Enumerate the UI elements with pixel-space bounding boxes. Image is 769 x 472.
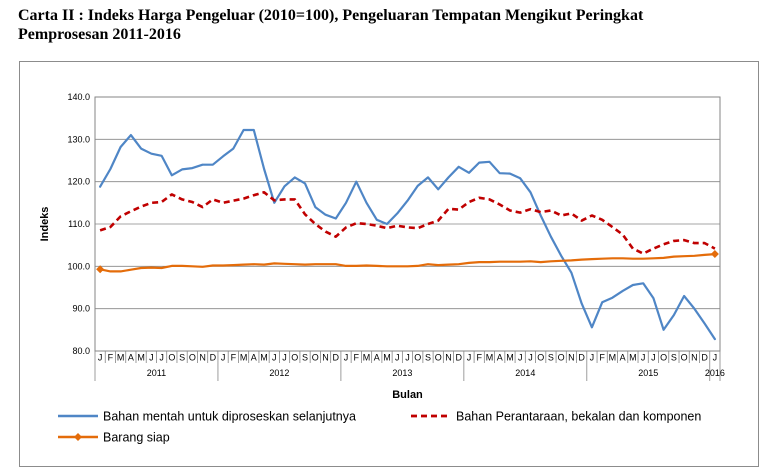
chart-title-line-2: Pemprosesan 2011-2016 — [18, 26, 181, 43]
y-tick-label: 140.0 — [67, 92, 90, 102]
x-tick-label: J — [149, 353, 154, 363]
x-tick-label: O — [414, 353, 421, 363]
x-tick-label: J — [282, 353, 287, 363]
x-tick-label: J — [590, 353, 595, 363]
x-tick-label: J — [98, 353, 103, 363]
x-tick-label: D — [455, 353, 462, 363]
x-tick-label: A — [497, 353, 503, 363]
x-tick-label: J — [528, 353, 533, 363]
y-axis-title: Indeks — [39, 207, 51, 242]
x-tick-label: N — [322, 353, 329, 363]
x-tick-label: J — [713, 353, 718, 363]
x-tick-label: A — [620, 353, 626, 363]
x-tick-label: N — [691, 353, 698, 363]
x-tick-label: D — [578, 353, 585, 363]
x-tick-label: F — [476, 353, 482, 363]
x-tick-label: S — [671, 353, 677, 363]
series-line-1 — [98, 128, 717, 341]
x-tick-label: O — [168, 353, 175, 363]
x-tick-label: M — [137, 353, 145, 363]
year-label: 2011 — [147, 368, 166, 378]
x-tick-label: J — [344, 353, 349, 363]
x-tick-label: M — [117, 353, 125, 363]
x-tick-label: J — [395, 353, 400, 363]
x-tick-label: J — [405, 353, 410, 363]
x-tick-label: N — [199, 353, 206, 363]
x-tick-label: O — [189, 353, 196, 363]
year-label: 2014 — [515, 368, 535, 378]
year-label: 2013 — [392, 368, 412, 378]
chart-title: Carta II : Indeks Harga Pengeluar (2010=… — [18, 6, 758, 44]
x-tick-label: F — [231, 353, 237, 363]
x-tick-label: S — [302, 353, 308, 363]
x-tick-label: A — [128, 353, 134, 363]
year-label: 2012 — [269, 368, 289, 378]
y-tick-label: 120.0 — [67, 177, 90, 187]
x-tick-label: O — [435, 353, 442, 363]
x-tick-label: F — [108, 353, 114, 363]
x-tick-label: M — [363, 353, 371, 363]
x-tick-label: A — [374, 353, 380, 363]
x-tick-label: M — [506, 353, 514, 363]
series-line-3 — [98, 253, 717, 273]
y-tick-label: 130.0 — [67, 134, 90, 144]
x-tick-label: O — [660, 353, 667, 363]
x-tick-label: M — [240, 353, 248, 363]
x-tick-label: D — [333, 353, 340, 363]
y-tick-label: 90.0 — [72, 304, 90, 314]
x-tick-label: M — [629, 353, 637, 363]
legend-label-1: Bahan mentah untuk diproseskan selanjutn… — [103, 410, 356, 424]
year-label: 2016 — [705, 368, 725, 378]
x-tick-label: M — [486, 353, 494, 363]
year-label: 2015 — [638, 368, 658, 378]
x-tick-label: J — [467, 353, 472, 363]
x-tick-label: A — [251, 353, 257, 363]
x-tick-label: F — [599, 353, 605, 363]
series-marker — [710, 250, 719, 259]
x-tick-label: J — [159, 353, 164, 363]
x-tick-label: J — [641, 353, 646, 363]
x-tick-label: S — [548, 353, 554, 363]
series-marker — [96, 265, 105, 274]
x-tick-label: O — [312, 353, 319, 363]
x-tick-label: M — [609, 353, 617, 363]
x-axis-title: Bulan — [392, 389, 423, 401]
y-tick-label: 80.0 — [72, 346, 90, 356]
y-tick-label: 100.0 — [67, 261, 90, 271]
x-tick-label: M — [260, 353, 268, 363]
x-tick-label: J — [221, 353, 226, 363]
legend-label-3: Barang siap — [103, 431, 170, 445]
x-tick-label: N — [445, 353, 452, 363]
x-tick-label: S — [179, 353, 185, 363]
chart-frame — [19, 61, 759, 467]
x-tick-label: J — [651, 353, 656, 363]
x-tick-label: O — [537, 353, 544, 363]
x-tick-label: O — [291, 353, 298, 363]
x-tick-label: O — [558, 353, 565, 363]
x-tick-label: O — [681, 353, 688, 363]
legend-marker — [74, 433, 82, 441]
x-tick-label: J — [272, 353, 277, 363]
x-tick-label: F — [354, 353, 360, 363]
x-tick-label: D — [210, 353, 217, 363]
x-tick-label: M — [383, 353, 391, 363]
x-tick-label: N — [568, 353, 575, 363]
legend-label-2: Bahan Perantaraan, bekalan dan komponen — [456, 410, 701, 424]
x-tick-label: J — [518, 353, 523, 363]
y-tick-label: 110.0 — [68, 219, 90, 229]
x-tick-label: D — [701, 353, 708, 363]
chart-title-line-1: Carta II : Indeks Harga Pengeluar (2010=… — [18, 7, 644, 24]
x-tick-label: S — [425, 353, 431, 363]
series-line-2 — [99, 191, 716, 255]
